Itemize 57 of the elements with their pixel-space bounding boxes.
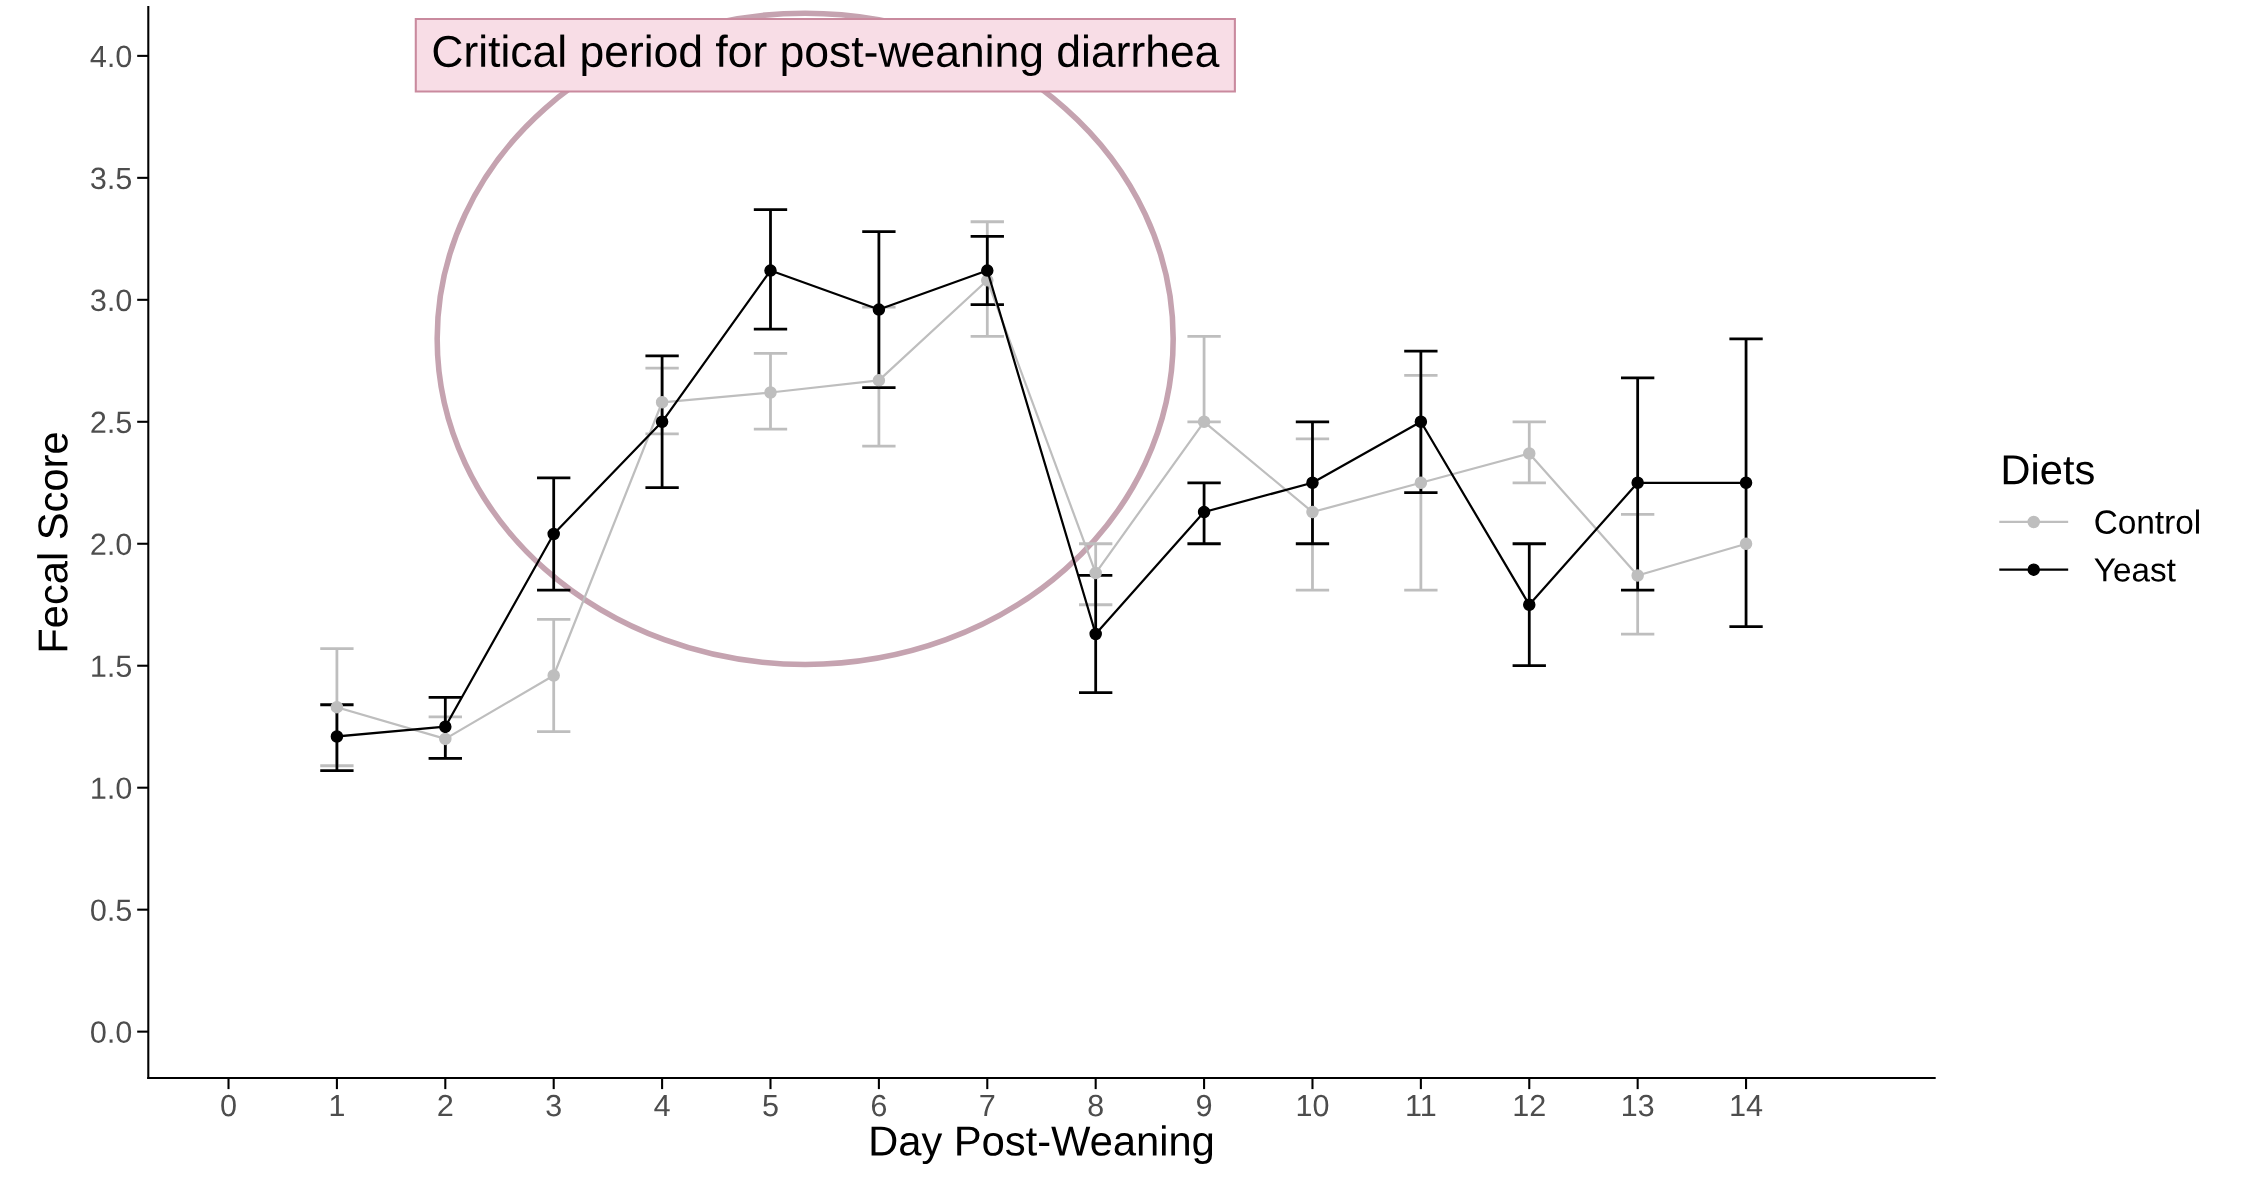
x-tick-label: 7 [980,1095,995,1117]
y-tick-label: 1.5 [92,655,132,678]
point [655,396,669,409]
x-tick-label: 6 [871,1094,887,1117]
x-tick-label: 13 [1623,1094,1654,1117]
point [1089,627,1102,641]
point [981,264,994,277]
y-tick-label: 4.0 [90,45,132,68]
point [330,700,344,714]
x-tick-label: 11 [1407,1095,1436,1117]
legend-title: Diets [2003,453,2094,485]
y-tick-label: 0.5 [91,899,132,922]
y-tick-label: 3.0 [91,289,132,312]
point [1197,505,1211,519]
x-tick-label: 3 [546,1094,561,1117]
x-tick-label: 5 [763,1095,778,1117]
point [1306,505,1319,519]
point [1523,598,1536,611]
x-tick-label: 12 [1514,1094,1545,1117]
point [330,730,344,743]
point [872,374,886,387]
y-tick-label: 2.0 [91,533,132,556]
x-tick-label: 0 [221,1094,236,1117]
point [1739,476,1753,490]
y-tick-label: 3.5 [91,167,132,190]
point [1089,566,1102,580]
point [764,264,777,277]
point [1414,476,1428,490]
x-tick-label: 2 [438,1094,453,1117]
point [1197,415,1211,429]
point [547,527,560,541]
y-axis-title: Fecal Score [37,433,68,651]
y-tick-label: 0.0 [91,1021,132,1044]
point [764,386,777,399]
point [1414,415,1428,429]
x-tick-label: 10 [1297,1094,1329,1117]
legend-label: Control [2095,509,2199,534]
point [547,669,560,682]
point [655,415,669,429]
annotation: Critical period for post-weaning diarrhea [433,34,1220,76]
legend-label: Yeast [2094,558,2176,582]
point [439,732,452,746]
x-tick-label: 14 [1731,1095,1763,1117]
x-tick-label: 1 [330,1095,344,1117]
point [1631,476,1644,490]
point [1739,537,1753,551]
x-axis-title: Day Post-Weaning [871,1125,1213,1165]
point [439,720,452,733]
x-tick-label: 4 [654,1095,670,1117]
y-tick-label: 2.5 [91,411,132,434]
point [1306,476,1319,490]
x-tick-label: 9 [1197,1094,1212,1117]
point [1631,569,1644,582]
point [1523,447,1536,460]
y-tick-label: 1.0 [92,777,132,800]
x-tick-label: 8 [1088,1094,1103,1117]
point [872,303,886,316]
